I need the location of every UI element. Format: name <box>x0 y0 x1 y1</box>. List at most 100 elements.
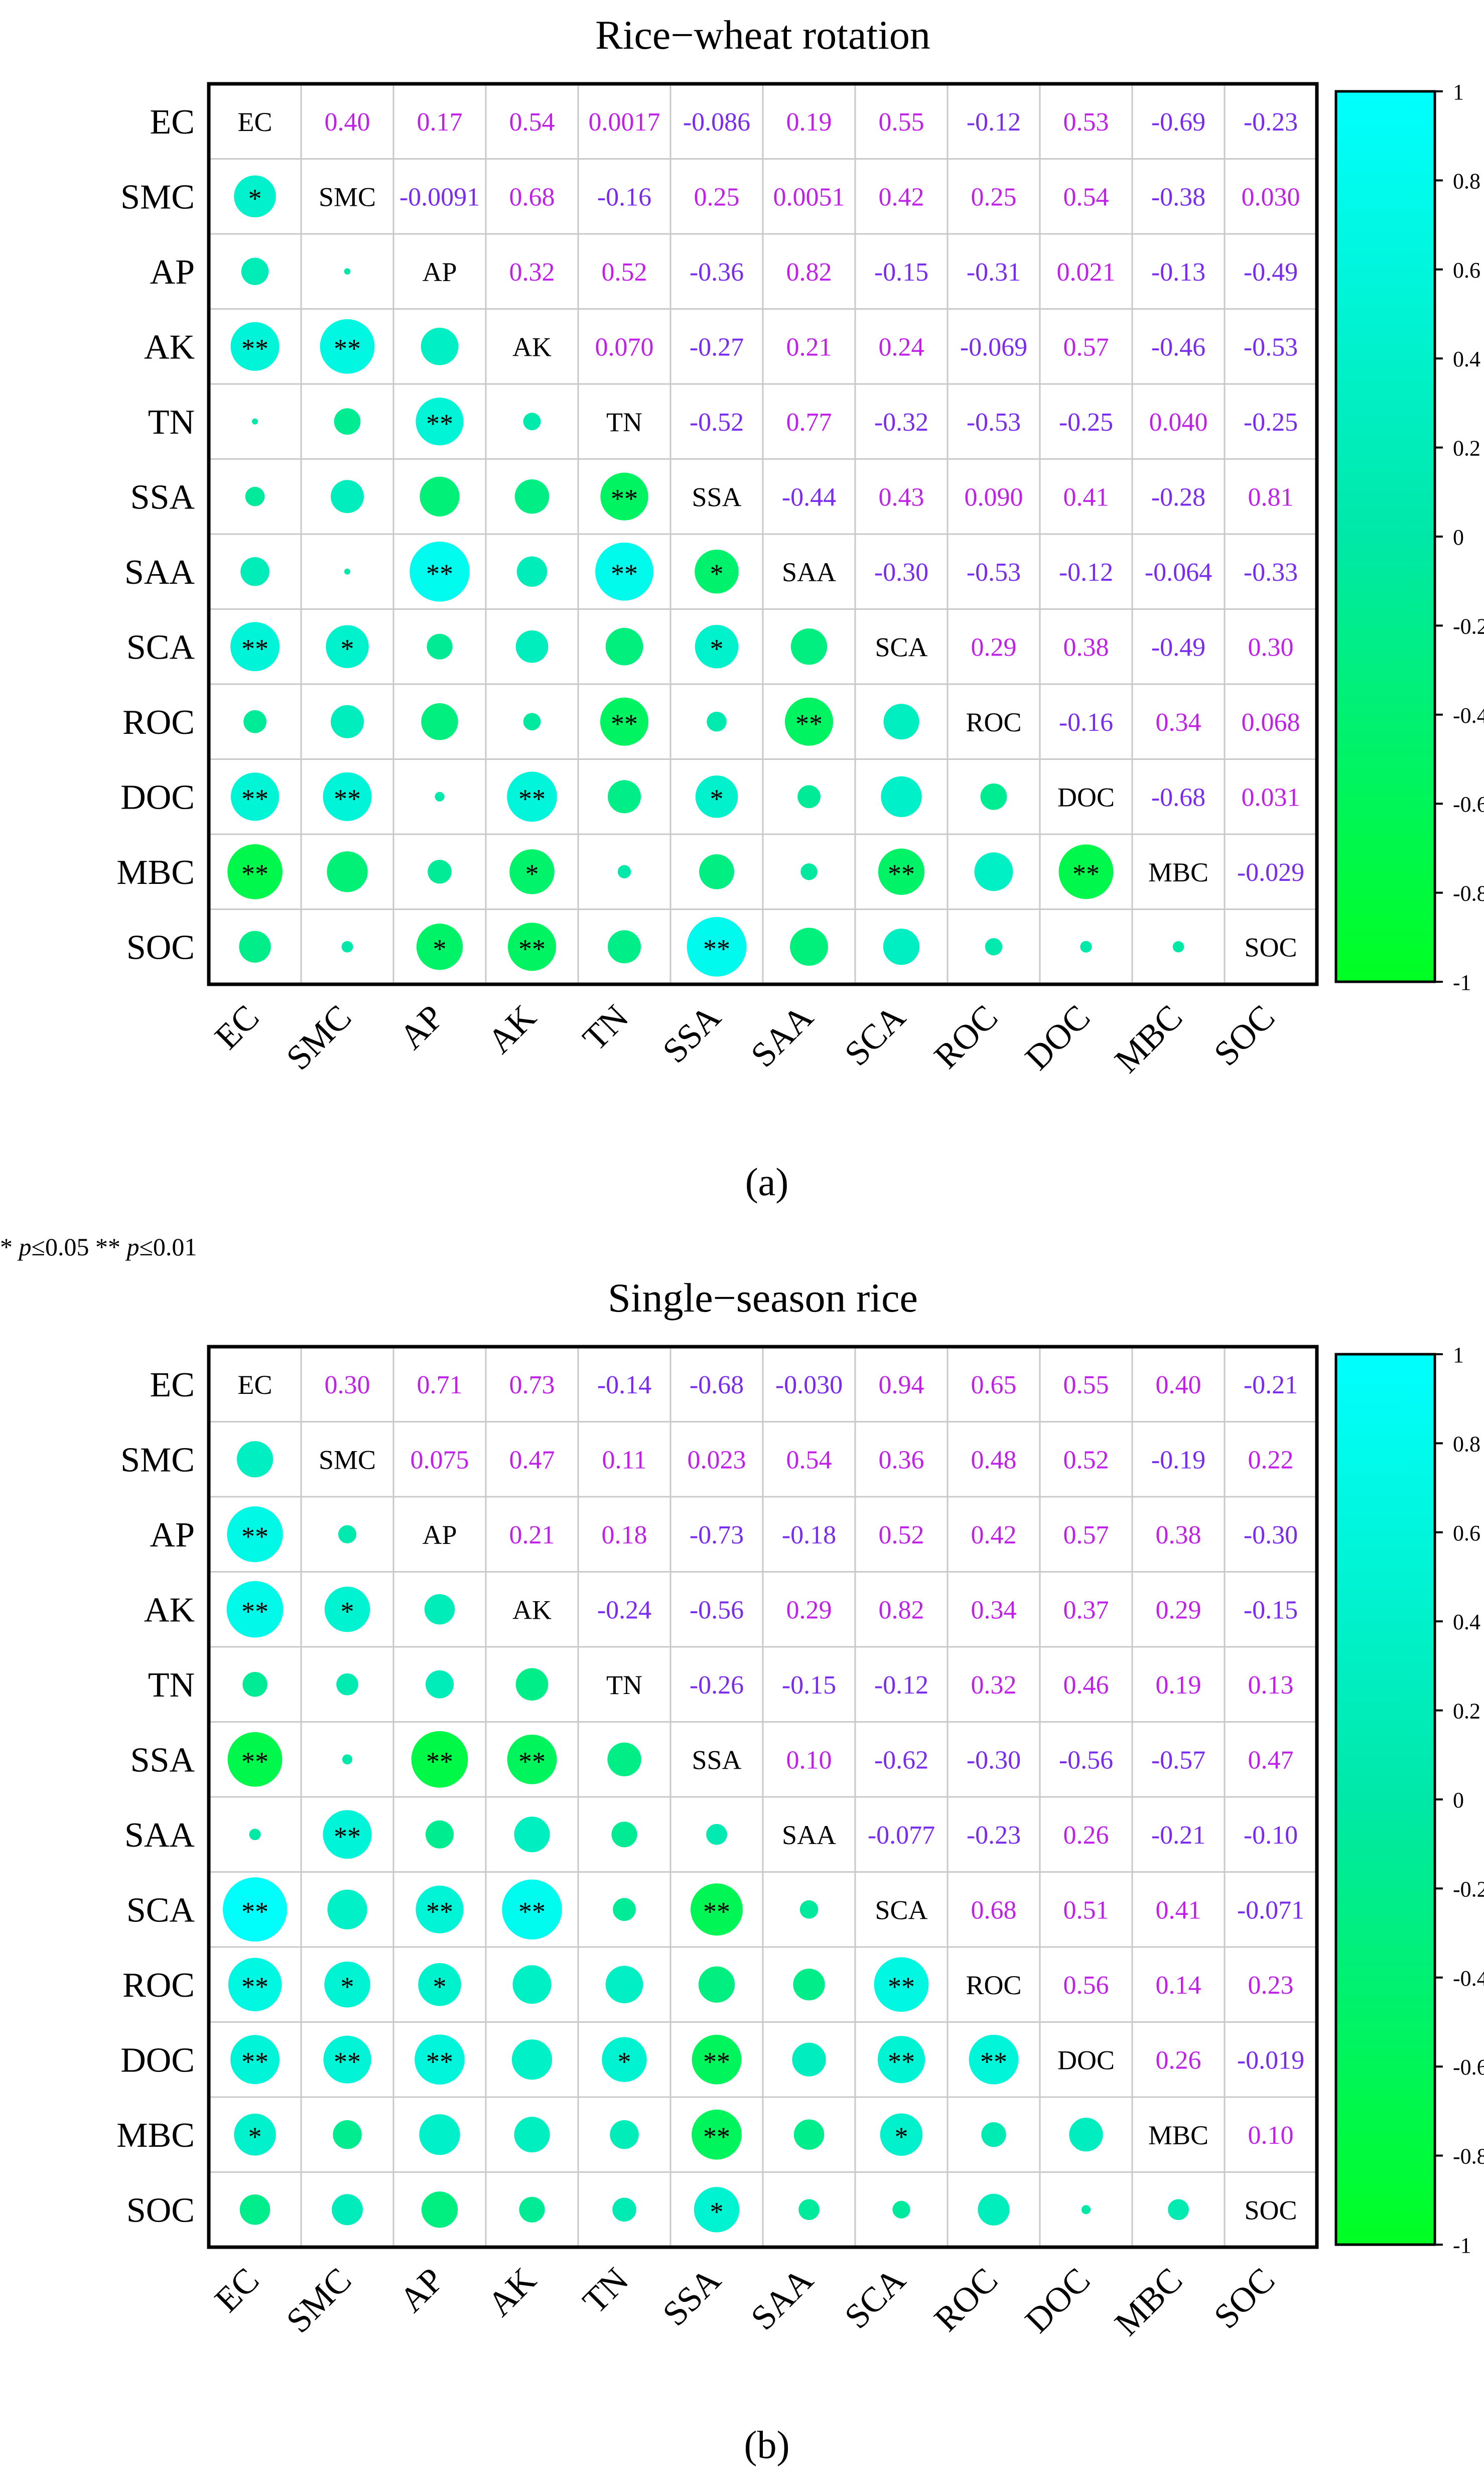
panel-caption: (b) <box>744 2423 790 2466</box>
diagonal-label: SSA <box>692 1745 741 1775</box>
correlation-circle <box>239 2194 271 2225</box>
column-label: SMC <box>279 2261 359 2341</box>
significance-mark: ** <box>334 333 361 363</box>
correlation-circle <box>605 627 643 666</box>
correlation-circle <box>411 1731 468 1788</box>
colorbar-tick-label: -1 <box>1453 2233 1471 2258</box>
correlation-circle <box>421 2191 458 2228</box>
significance-mark: ** <box>611 709 638 739</box>
diagonal-label: MBC <box>1148 857 1208 887</box>
correlation-circle <box>240 557 269 586</box>
correlation-circle <box>607 1742 641 1776</box>
correlation-circle <box>706 1824 727 1845</box>
correlation-circle <box>883 704 919 740</box>
row-label: DOC <box>120 778 195 817</box>
diagonal-label: SAA <box>782 1820 836 1850</box>
diagonal-label: MBC <box>1148 2120 1208 2150</box>
significance-mark: ** <box>241 859 268 889</box>
significance-mark: ** <box>241 784 268 814</box>
correlation-value-label: -0.12 <box>1059 558 1113 587</box>
correlation-circle <box>600 472 648 521</box>
row-label: DOC <box>120 2041 195 2080</box>
column-label: SAA <box>744 2261 821 2338</box>
correlation-circle <box>416 398 464 446</box>
significance-mark: ** <box>426 2046 453 2076</box>
row-label: TN <box>148 1666 195 1705</box>
correlation-circle <box>694 2187 740 2233</box>
correlation-value-label: 0.52 <box>602 258 647 287</box>
correlation-value-label: -0.071 <box>1237 1896 1304 1924</box>
correlation-value-label: -0.25 <box>1244 408 1298 437</box>
correlation-value-label: 0.82 <box>786 258 832 287</box>
correlation-circle <box>602 2037 647 2083</box>
correlation-value-label: -0.73 <box>690 1521 744 1549</box>
significance-mark: * <box>248 183 262 213</box>
correlation-value-label: -0.62 <box>874 1746 928 1774</box>
correlation-circle <box>324 1587 370 1632</box>
colorbar-tick-label: 0.4 <box>1453 1610 1480 1634</box>
correlation-value-label: 0.51 <box>1063 1896 1109 1924</box>
diagonal-label: DOC <box>1057 782 1115 812</box>
correlation-circle <box>695 775 738 818</box>
significance-mark: ** <box>241 633 268 664</box>
correlation-value-label: 0.070 <box>595 333 654 361</box>
correlation-circle <box>323 2035 371 2084</box>
correlation-value-label: -0.31 <box>967 258 1021 287</box>
correlation-value-label: 0.26 <box>1063 1821 1109 1850</box>
correlation-circle <box>425 1820 454 1849</box>
correlation-circle <box>410 541 470 602</box>
correlation-value-label: 0.32 <box>971 1671 1017 1700</box>
correlation-value-label: 0.021 <box>1057 258 1116 287</box>
legend-single_star: * <box>0 1233 19 1261</box>
correlation-value-label: 0.075 <box>411 1446 469 1474</box>
correlation-value-label: -0.24 <box>597 1596 651 1624</box>
significance-mark: ** <box>241 1972 268 2002</box>
significance-mark: * <box>341 1596 354 1626</box>
diagonal-label: ROC <box>966 707 1021 737</box>
diagonal-label: ROC <box>966 1970 1021 2000</box>
diagonal-label: SMC <box>319 182 376 212</box>
correlation-circle <box>1172 941 1184 953</box>
legend-p2: p <box>125 1233 139 1261</box>
significance-mark: ** <box>980 2046 1007 2076</box>
colorbar-tick-label: 0.4 <box>1453 347 1480 371</box>
colorbar-tick-label: -0.2 <box>1453 1877 1484 1901</box>
colorbar-tick-label: 0.6 <box>1453 258 1480 283</box>
correlation-value-label: 0.0017 <box>589 108 660 137</box>
row-label: SOC <box>126 928 195 967</box>
correlation-value-label: -0.68 <box>690 1371 744 1399</box>
correlation-panel-b: Single−season rice EC 0.30 0.71 0.73 -0.14 -0.… <box>116 1275 1484 2466</box>
correlation-circle <box>344 268 351 275</box>
correlation-circle <box>695 549 739 594</box>
correlation-circle <box>424 1594 455 1625</box>
correlation-value-label: -0.25 <box>1059 408 1113 437</box>
correlation-value-label: -0.57 <box>1151 1746 1205 1774</box>
grid-lines <box>209 1347 1317 2247</box>
correlation-value-label: 0.030 <box>1242 183 1300 211</box>
plot-frame <box>207 1345 1319 2249</box>
correlation-circle <box>1069 2118 1103 2152</box>
correlation-circle <box>519 2196 545 2223</box>
row-label: SAA <box>124 1816 195 1855</box>
row-label: SAA <box>124 553 195 592</box>
correlation-circle <box>692 2034 742 2085</box>
row-label: AK <box>144 1591 195 1629</box>
correlation-circle <box>707 711 727 732</box>
significance-mark: ** <box>703 1896 730 1926</box>
column-label: AP <box>392 2261 452 2320</box>
correlation-circle <box>245 486 265 506</box>
correlation-circle <box>692 2109 742 2160</box>
row-label: MBC <box>116 2116 195 2155</box>
correlation-value-label: 0.38 <box>1156 1521 1201 1549</box>
correlation-value-label: 0.30 <box>1248 633 1294 662</box>
correlation-value-label: 0.38 <box>1063 633 1109 662</box>
diagonal-label: SCA <box>875 632 927 662</box>
significance-mark: * <box>525 859 539 889</box>
column-label: ROC <box>927 998 1005 1076</box>
correlation-value-label: 0.21 <box>786 333 832 361</box>
correlation-circle <box>342 1754 353 1765</box>
correlation-circle <box>338 1525 357 1543</box>
correlation-value-label: -0.064 <box>1145 558 1212 587</box>
correlation-value-label: -0.32 <box>874 408 928 437</box>
